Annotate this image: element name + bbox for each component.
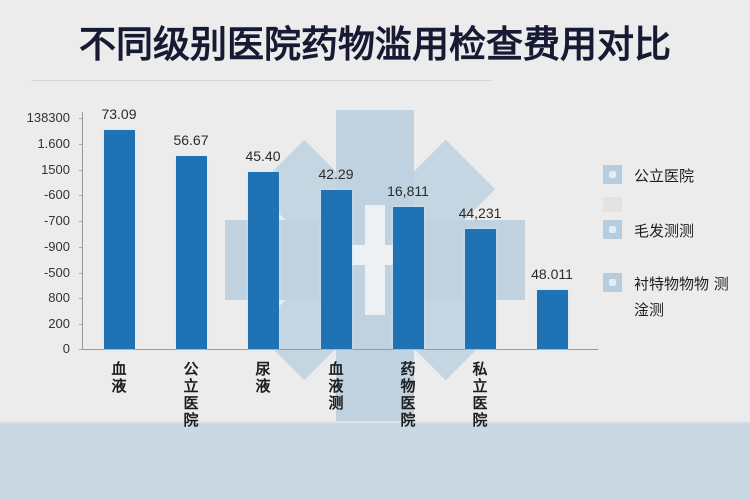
y-tick-mark <box>79 195 82 196</box>
x-category-label: 血液测 <box>328 360 344 412</box>
bar[interactable] <box>176 156 207 349</box>
y-axis-line <box>82 112 83 349</box>
y-tick-label: -700 <box>43 213 70 228</box>
bottom-reflection-band <box>0 423 750 500</box>
y-tick-label: 800 <box>48 290 70 305</box>
y-tick-mark <box>79 170 82 171</box>
y-tick-mark <box>79 298 82 299</box>
legend-item-other-test: 衬特物物物 测淦测 <box>603 271 734 323</box>
y-tick-label: 200 <box>48 316 70 331</box>
bar-value-label: 44,231 <box>458 205 502 221</box>
y-tick-mark <box>79 221 82 222</box>
x-category-label: 私立医院 <box>472 360 488 429</box>
x-category-label: 药物医院 <box>400 360 416 429</box>
y-tick-mark <box>79 118 82 119</box>
legend-swatch-icon <box>603 220 622 239</box>
bar-value-label: 42.29 <box>318 166 354 182</box>
y-tick-label: 1.600 <box>37 136 70 151</box>
bar-value-label: 45.40 <box>245 148 281 164</box>
x-category-label: 血液 <box>111 360 127 395</box>
y-tick-label: 138300 <box>26 110 70 125</box>
bar[interactable] <box>104 130 135 349</box>
bar[interactable] <box>248 172 279 349</box>
y-tick-mark <box>79 144 82 145</box>
y-tick-mark <box>79 247 82 248</box>
legend-item-hair-test: 毛发测测 <box>603 218 734 244</box>
bottom-band-edge <box>0 421 750 424</box>
legend-ghost-swatch <box>603 197 622 212</box>
legend-swatch-icon <box>603 273 622 292</box>
page-title: 不同级别医院药物滥用检查费用对比 <box>79 23 671 66</box>
y-tick-label: -900 <box>43 239 70 254</box>
bar[interactable] <box>321 190 352 349</box>
bar[interactable] <box>393 207 424 349</box>
bar[interactable] <box>537 290 568 349</box>
bar-value-label: 73.09 <box>101 106 137 122</box>
bar[interactable] <box>465 229 496 349</box>
y-tick-label: 0 <box>62 341 70 356</box>
x-category-label: 公立医院 <box>183 360 199 429</box>
star-center-cross-h <box>350 245 405 265</box>
legend-swatch-icon <box>603 165 622 184</box>
bar-value-label: 16,811 <box>387 183 429 199</box>
bar-value-label: 48.011 <box>531 266 573 282</box>
title-divider <box>31 80 491 81</box>
bar-value-label: 56.67 <box>173 132 209 148</box>
y-tick-label: 1500 <box>41 162 70 177</box>
y-tick-mark <box>79 349 82 350</box>
y-tick-mark <box>79 273 82 274</box>
x-axis-line <box>82 349 598 350</box>
legend-item-public-hospital: 公立医院 <box>603 163 734 189</box>
y-tick-label: -600 <box>43 187 70 202</box>
y-tick-label: -500 <box>43 265 70 280</box>
y-tick-mark <box>79 324 82 325</box>
x-category-label: 尿液 <box>255 360 271 395</box>
